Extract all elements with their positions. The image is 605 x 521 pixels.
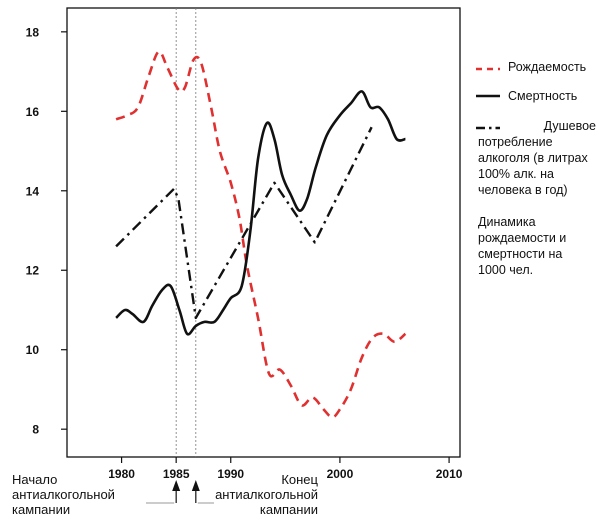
- annotations: Динамика рождаемости и смертности на 1000 ч…: [12, 215, 566, 517]
- chart-description: Динамика рождаемости и смертности на 1000 ч…: [478, 215, 566, 277]
- x-axis-ticks: 1980 1985 1990 2000 2010: [108, 457, 463, 481]
- y-tick-label: 12: [26, 264, 40, 278]
- y-axis-ticks: 8 10 12 14 16 18: [26, 25, 67, 437]
- legend-label-3: Душевое потребление алкоголя (в литрах 100%…: [478, 119, 596, 197]
- series-line-3: [115, 126, 373, 320]
- y-tick-label: 8: [32, 423, 39, 437]
- x-tick-label: 2010: [436, 467, 463, 481]
- campaign-arrow-head-1: [172, 480, 181, 491]
- x-tick-label: 1980: [108, 467, 135, 481]
- campaign-arrow-head-2: [191, 480, 200, 491]
- campaign-start-label: Начало антиалкогольной кампании: [12, 472, 115, 517]
- y-tick-label: 10: [26, 343, 40, 357]
- legend-label-2: Смертность: [508, 89, 577, 103]
- series-line-1: [115, 50, 407, 419]
- y-tick-label: 14: [26, 184, 40, 198]
- x-tick-label: 1990: [217, 467, 244, 481]
- x-tick-label: 1985: [163, 467, 190, 481]
- campaign-end-label: Конец антиалкогольной кампании: [215, 472, 318, 517]
- series-line-2: [115, 90, 406, 336]
- campaign-marker-lines: [175, 8, 197, 457]
- series-layer: [115, 50, 407, 419]
- plot-frame: [66, 7, 461, 458]
- legend: Рождаемость Смертность Душевое потребление а…: [476, 60, 596, 197]
- y-tick-label: 18: [26, 25, 40, 39]
- legend-label-1: Рождаемость: [508, 60, 586, 74]
- x-tick-label: 2000: [327, 467, 354, 481]
- y-tick-label: 16: [26, 105, 40, 119]
